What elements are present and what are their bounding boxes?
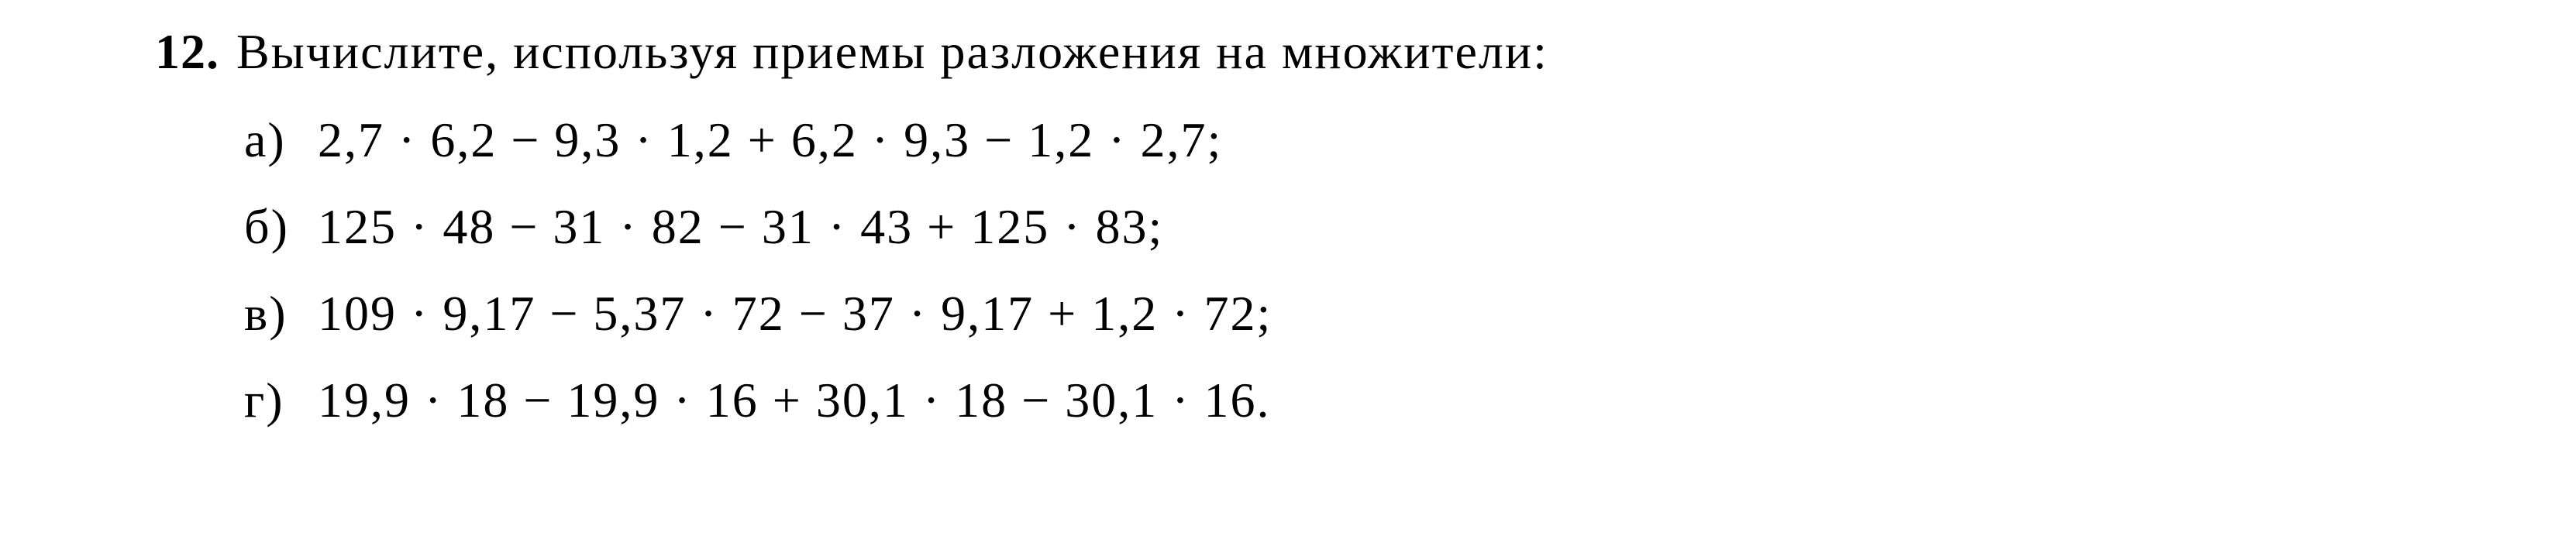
subitem-v: в) 109 · 9,17 − 5,37 · 72 − 37 · 9,17 + … (244, 285, 2576, 342)
problem-header: 12. Вычислите, используя приемы разложен… (155, 23, 2576, 81)
exercise-page: 12. Вычислите, используя приемы разложен… (0, 0, 2576, 560)
problem-number: 12. (155, 23, 219, 81)
subitem-g: г) 19,9 · 18 − 19,9 · 16 + 30,1 · 18 − 3… (244, 372, 2576, 429)
subitem-expression: 125 · 48 − 31 · 82 − 31 · 43 + 125 · 83; (318, 198, 1163, 256)
subitem-label: г) (244, 372, 318, 429)
subitem-label: а) (244, 112, 318, 169)
subitem-expression: 2,7 · 6,2 − 9,3 · 1,2 + 6,2 · 9,3 − 1,2 … (318, 112, 1222, 169)
subitem-label: б) (244, 198, 318, 256)
subitem-label: в) (244, 285, 318, 342)
problem-text: Вычислите, используя приемы разложения н… (236, 23, 1548, 81)
subitems: а) 2,7 · 6,2 − 9,3 · 1,2 + 6,2 · 9,3 − 1… (244, 112, 2576, 429)
subitem-expression: 19,9 · 18 − 19,9 · 16 + 30,1 · 18 − 30,1… (318, 372, 1271, 429)
subitem-b: б) 125 · 48 − 31 · 82 − 31 · 43 + 125 · … (244, 198, 2576, 256)
subitem-expression: 109 · 9,17 − 5,37 · 72 − 37 · 9,17 + 1,2… (318, 285, 1272, 342)
subitem-a: а) 2,7 · 6,2 − 9,3 · 1,2 + 6,2 · 9,3 − 1… (244, 112, 2576, 169)
